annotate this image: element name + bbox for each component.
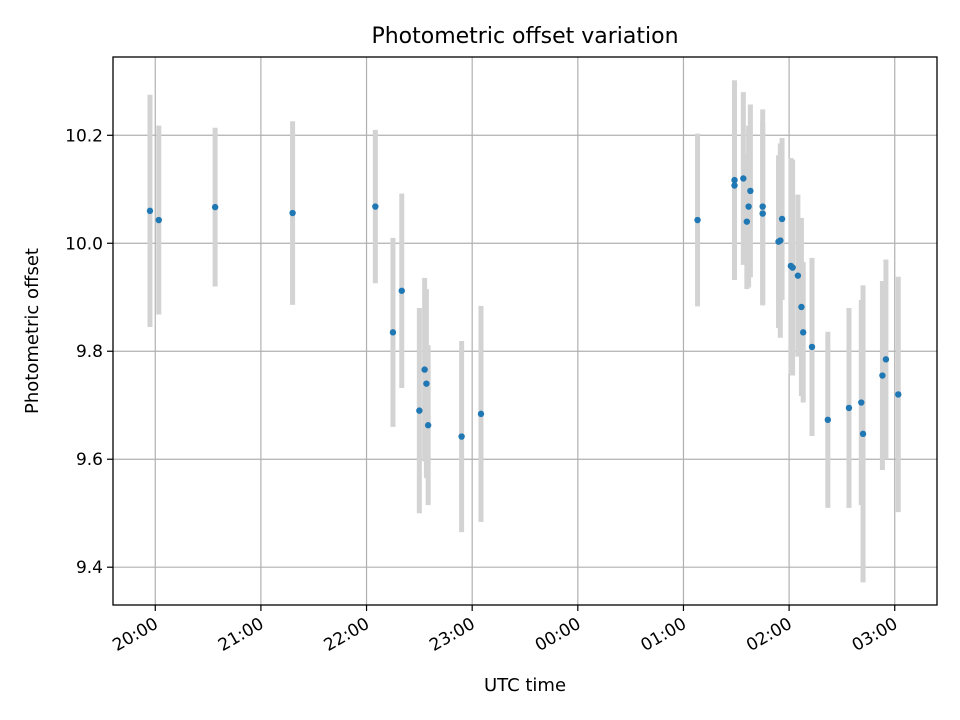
data-point bbox=[477, 410, 485, 418]
chart-title: Photometric offset variation bbox=[371, 24, 678, 49]
data-point bbox=[421, 366, 428, 373]
data-point bbox=[424, 422, 432, 429]
y-tick-label: 9.6 bbox=[76, 450, 103, 470]
data-point bbox=[458, 433, 465, 440]
data-point bbox=[778, 215, 786, 223]
data-point bbox=[731, 182, 738, 189]
y-tick-label: 9.4 bbox=[76, 558, 103, 578]
data-point bbox=[372, 203, 379, 210]
y-tick-label: 10.0 bbox=[65, 234, 103, 254]
y-axis-ticks: 9.4 9.6 9.8 10.0 10.2 bbox=[65, 126, 113, 578]
data-point bbox=[777, 237, 784, 244]
data-point bbox=[858, 399, 865, 406]
data-point bbox=[289, 209, 296, 217]
data-point bbox=[694, 216, 701, 224]
plot-frame bbox=[112, 56, 938, 606]
data-point bbox=[740, 175, 747, 182]
data-point bbox=[211, 203, 219, 211]
data-point bbox=[731, 176, 738, 184]
data-point bbox=[759, 203, 766, 210]
data-point bbox=[747, 187, 754, 195]
data-point bbox=[389, 329, 397, 336]
data-point bbox=[759, 210, 766, 217]
data-point bbox=[879, 372, 886, 379]
y-tick-label: 9.8 bbox=[76, 342, 103, 362]
y-tick-label: 10.2 bbox=[65, 126, 103, 146]
data-point bbox=[743, 218, 751, 225]
data-point bbox=[398, 287, 405, 294]
data-point bbox=[423, 380, 430, 387]
y-axis-label: Photometric offset bbox=[22, 248, 43, 414]
data-point bbox=[808, 343, 816, 351]
data-point bbox=[789, 264, 796, 271]
data-point bbox=[859, 430, 867, 438]
data-point bbox=[146, 207, 154, 215]
data-point bbox=[824, 416, 832, 424]
data-point bbox=[895, 391, 902, 398]
data-point bbox=[799, 329, 807, 336]
data-point bbox=[798, 303, 805, 311]
data-point bbox=[882, 356, 890, 363]
x-axis-label: UTC time bbox=[484, 675, 566, 696]
data-points bbox=[146, 175, 902, 440]
data-point bbox=[794, 272, 802, 279]
data-point bbox=[155, 216, 162, 224]
data-point bbox=[416, 407, 423, 414]
data-point bbox=[845, 404, 853, 412]
data-point bbox=[745, 203, 752, 210]
